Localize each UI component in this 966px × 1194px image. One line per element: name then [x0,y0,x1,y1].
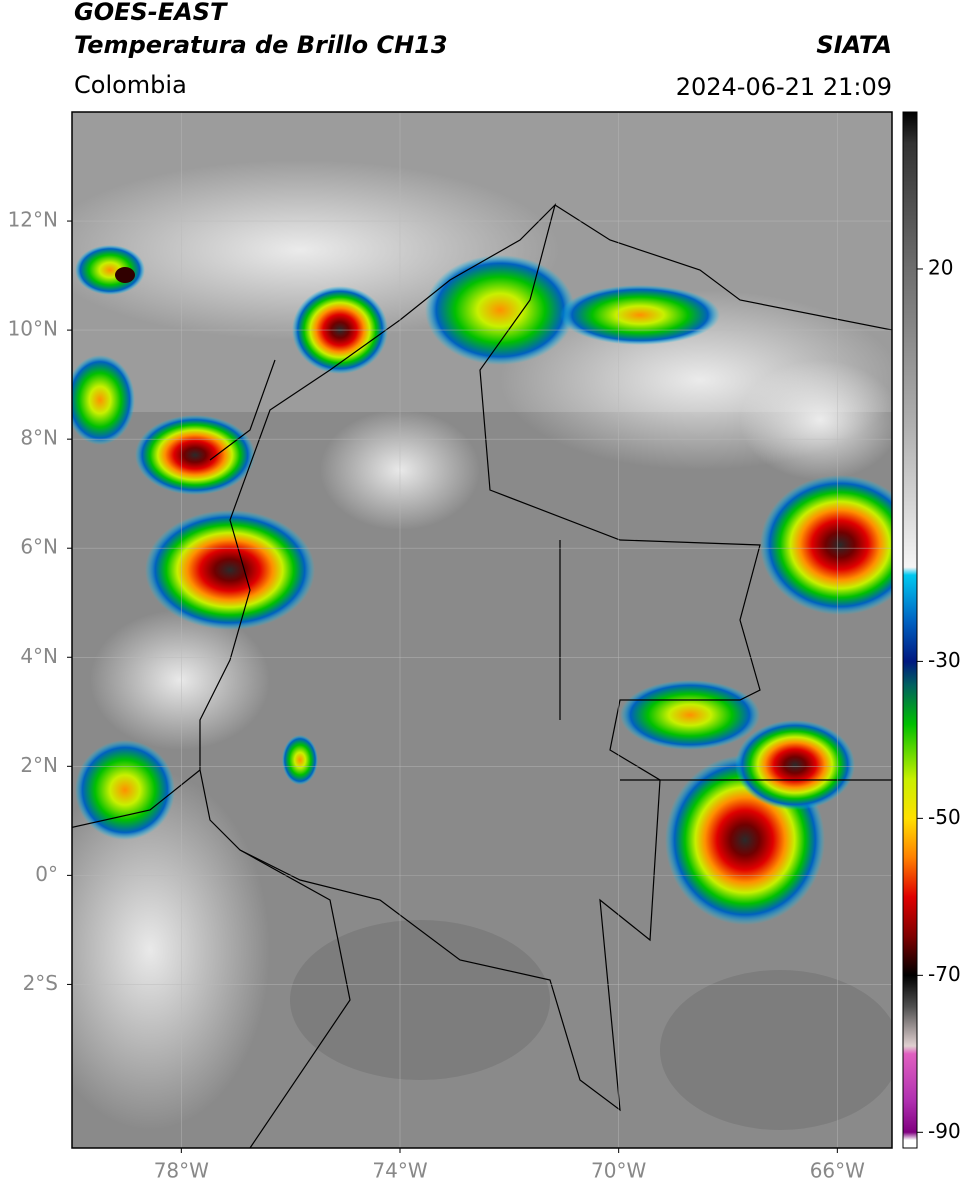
x-tick-label: 70°W [591,1159,646,1183]
y-tick-label: 2°S [23,971,58,995]
colorbar-tick-label: 20 [928,255,953,279]
region: Colombia [74,71,187,99]
colorbar-tick-label: -70 [928,962,961,986]
subtitle: Temperatura de Brillo CH13 [74,31,448,59]
y-tick-label: 2°N [20,753,58,777]
colorbar [902,111,918,1149]
x-tick-label: 74°W [372,1159,427,1183]
map-frame [71,111,893,1149]
source: SIATA [816,31,892,59]
x-tick-label: 78°W [154,1159,209,1183]
y-tick-label: 0° [35,862,58,886]
y-tick-label: 6°N [20,535,58,559]
title: GOES-EAST [74,0,228,26]
satellite-image [72,112,892,1148]
colorbar-tick-label: -90 [928,1119,961,1143]
x-tick-label: 66°W [810,1159,865,1183]
colorbar-tick-label: -50 [928,805,961,829]
y-tick-label: 4°N [20,644,58,668]
borders [72,203,892,1148]
y-tick-label: 10°N [8,317,58,341]
timestamp: 2024-06-21 21:09 [676,73,892,101]
y-tick-label: 12°N [8,208,58,232]
storms [72,245,892,925]
colorbar-tick-label: -30 [928,648,961,672]
grid [72,112,892,1148]
y-tick-label: 8°N [20,426,58,450]
